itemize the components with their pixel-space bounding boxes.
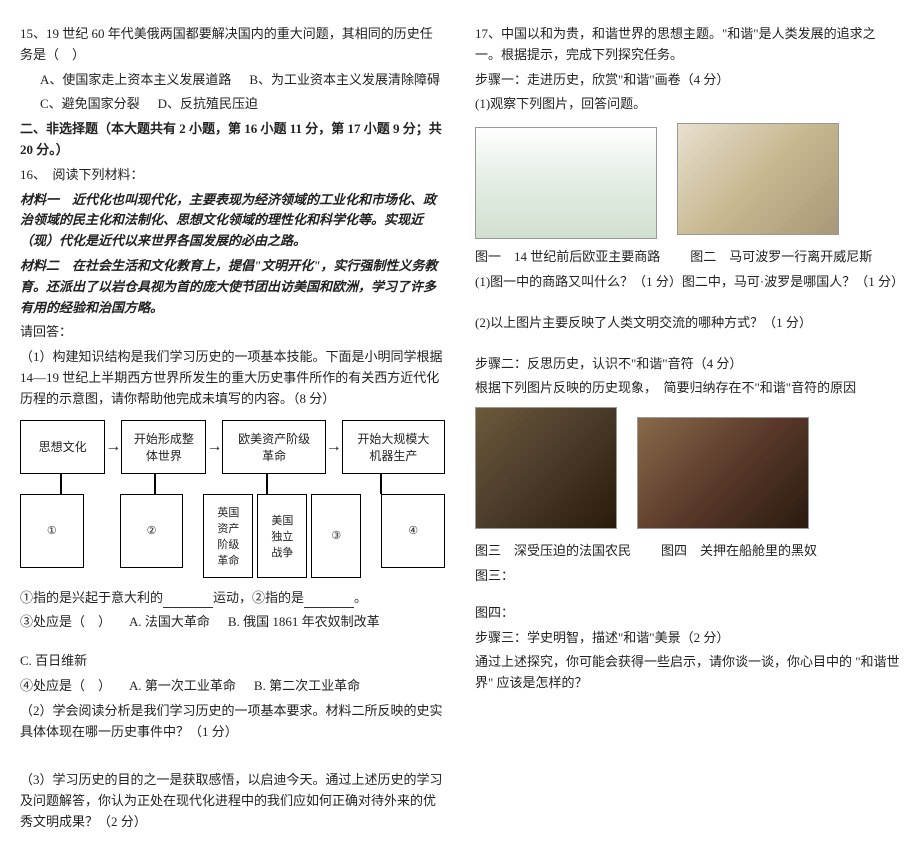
blank-field[interactable] [163,593,213,608]
spacer [475,297,900,309]
fill-2c: C. 百日维新 [20,651,87,672]
part-2-text: （2）学会阅读分析是我们学习历史的一项基本要求。材料二所反映的史实具体体现在哪一… [20,701,445,743]
fill-3a: A. 第一次工业革命 [129,676,236,697]
fig4-wrap [637,417,809,533]
part-3-text: （3）学习历史的目的之一是获取感悟，以启迪今天。通过上述历史的学习及问题解答，你… [20,770,445,832]
please-answer: 请回答： [20,322,445,343]
arrow-icon: → [326,438,342,456]
q16-heading: 16、 阅读下列材料： [20,165,445,186]
part-1-text: （1）构建知识结构是我们学习历史的一项基本技能。下面是小明同学根据 14—19 … [20,347,445,409]
connector-line [154,474,156,494]
blank-field[interactable] [304,593,354,608]
fig4-answer-line: 图四： [475,603,900,624]
q15-opt-d: D、反抗殖民压迫 [158,94,258,115]
box-world: 开始形成整体世界 [121,420,206,474]
figure-4-slaves [637,417,809,529]
fig2-wrap [677,123,839,239]
q15-opt-b: B、为工业资本主义发展清除障碍 [249,70,440,91]
box-revolution: 欧美资产阶级革命 [222,420,325,474]
sub-q1: (1)图一中的商路又叫什么？（1 分）图二中，马可·波罗是哪国人？（1 分） [475,272,900,293]
fill-line-1: ①指的是兴起于意大利的 运动，②指的是 。 [20,588,445,609]
fill-line-3: ④处应是（ ） A. 第一次工业革命 B. 第二次工业革命 [20,676,445,697]
connector-line [266,474,268,494]
step-1: 步骤一：走进历史，欣赏"和谐"画卷（4 分） [475,70,900,91]
image-row-1 [475,123,900,239]
arrow-icon: → [105,438,121,456]
knowledge-diagram: 思想文化 → 开始形成整体世界 → 欧美资产阶级革命 → 开始大规模大机器生产 … [20,420,445,578]
caption-4: 图四 关押在船舱里的黑奴 [661,541,817,562]
fig3-answer-line: 图三： [475,566,900,587]
material-1: 材料一 近代化也叫现代化，主要表现为经济领域的工业化和市场化、政治领域的民主化和… [20,190,445,252]
q15-options-row1: A、使国家走上资本主义发展道路 B、为工业资本主义发展清除障碍 [20,70,445,91]
fill-3b: B. 第二次工业革命 [254,676,360,697]
q17-stem: 17、中国以和为贵，和谐世界的思想主题。"和谐"是人类发展的追求之一。根据提示，… [475,24,900,66]
caption-3: 图三 深受压迫的法国农民 [475,541,631,562]
captions-row-2: 图三 深受压迫的法国农民 图四 关押在船舱里的黑奴 [475,541,900,562]
image-row-2 [475,407,900,533]
captions-row-1: 图一 14 世纪前后欧亚主要商路 图二 马可波罗一行离开威尼斯 [475,247,900,268]
fill-2a: A. 法国大革命 [129,612,210,633]
figure-1-map [475,127,657,239]
box-blank-4: ④ [381,494,445,568]
box-blank-2: ② [120,494,184,568]
q15-opt-a: A、使国家走上资本主义发展道路 [40,70,231,91]
fill-1c: 。 [354,590,367,605]
step-2: 步骤二：反思历史，认识不"和谐"音符（4 分） [475,354,900,375]
diagram-top-row: 思想文化 → 开始形成整体世界 → 欧美资产阶级革命 → 开始大规模大机器生产 [20,420,445,474]
fig3-wrap [475,407,617,533]
spacer [475,338,900,350]
step-3a: 通过上述探究，你可能会获得一些启示，请你谈一谈，你心目中的 "和谐世界" 应该是… [475,652,900,694]
step-2a: 根据下列图片反映的历史现象， 简要归纳存在不"和谐"音符的原因 [475,378,900,399]
left-column: 15、19 世纪 60 年代美俄两国都要解决国内的重大问题，其相同的历史任务是（… [20,20,445,837]
box-blank-1: ① [20,494,84,568]
step-1a: (1)观察下列图片，回答问题。 [475,94,900,115]
caption-2: 图二 马可波罗一行离开威尼斯 [690,247,872,268]
sub-q2: (2)以上图片主要反映了人类文明交流的哪种方式？（1 分） [475,313,900,334]
section-2-heading: 二、非选择题（本大题共有 2 小题，第 16 小题 11 分，第 17 小题 9… [20,119,445,161]
q15-stem: 15、19 世纪 60 年代美俄两国都要解决国内的重大问题，其相同的历史任务是（… [20,24,445,66]
connector-line [60,474,62,494]
fill-3-stem: ④处应是（ ） [20,676,111,697]
fill-2-stem: ③处应是（ ） [20,612,111,633]
box-machine: 开始大规模大机器生产 [342,420,445,474]
figure-3-farmer [475,407,617,529]
caption-1: 图一 14 世纪前后欧亚主要商路 [475,247,660,268]
connector-line [380,474,382,494]
fill-1b: 运动，②指的是 [213,590,304,605]
box-thought: 思想文化 [20,420,105,474]
step-3: 步骤三：学史明智，描述"和谐"美景（2 分） [475,628,900,649]
right-column: 17、中国以和为贵，和谐世界的思想主题。"和谐"是人类发展的追求之一。根据提示，… [475,20,900,837]
rev-group: 英国资产阶级革命 美国独立战争 ③ [203,494,361,578]
box-england: 英国资产阶级革命 [203,494,253,578]
diagram-bottom-row: ① ② 英国资产阶级革命 美国独立战争 ③ ④ [20,494,445,578]
figure-2-painting [677,123,839,235]
q15-options-row2: C、避免国家分裂 D、反抗殖民压迫 [20,94,445,115]
fill-2b: B. 俄国 1861 年农奴制改革 [228,612,380,633]
arrow-icon: → [206,438,222,456]
spacer [475,591,900,599]
box-usa: 美国独立战争 [257,494,307,578]
spacer [20,746,445,766]
fig1-wrap [475,127,657,239]
fill-1a: ①指的是兴起于意大利的 [20,590,163,605]
material-2: 材料二 在社会生活和文化教育上，提倡"文明开化"，实行强制性义务教育。还派出了以… [20,256,445,318]
two-column-layout: 15、19 世纪 60 年代美俄两国都要解决国内的重大问题，其相同的历史任务是（… [20,20,900,837]
q15-opt-c: C、避免国家分裂 [40,94,140,115]
fill-line-2: ③处应是（ ） A. 法国大革命 B. 俄国 1861 年农奴制改革 C. 百日… [20,612,445,672]
diagram-connectors [20,474,445,494]
box-blank-3: ③ [311,494,361,578]
